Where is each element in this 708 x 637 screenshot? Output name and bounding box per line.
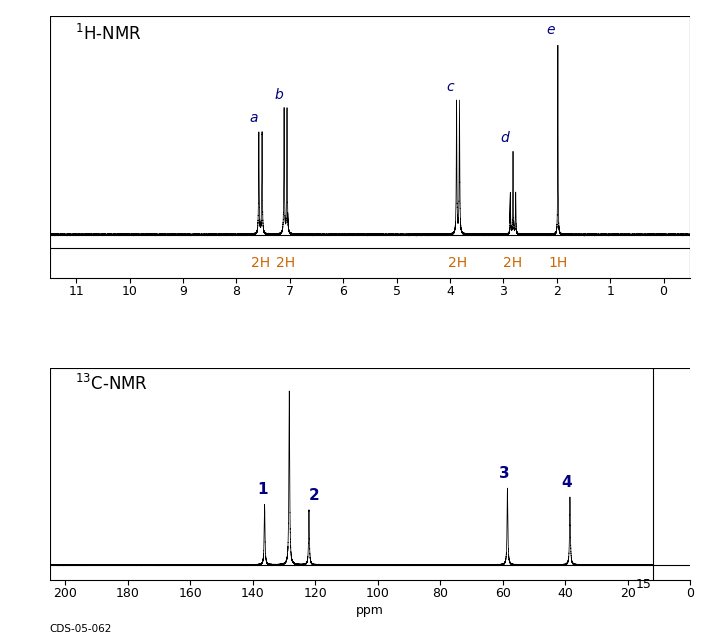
Text: 2H: 2H [276,256,295,270]
Text: b: b [274,88,283,102]
Text: 3: 3 [499,466,510,481]
Text: a: a [249,111,258,125]
Text: $^{13}$C-NMR: $^{13}$C-NMR [75,374,148,394]
Text: $^{1}$H-NMR: $^{1}$H-NMR [75,24,142,44]
Text: d: d [501,131,509,145]
Text: 15: 15 [636,578,651,591]
Text: 2: 2 [308,488,319,503]
Text: 2H: 2H [251,256,270,270]
X-axis label: ppm: ppm [356,605,384,617]
Text: 2H: 2H [448,256,467,270]
Text: c: c [447,80,455,94]
Text: CDS-05-062: CDS-05-062 [50,624,112,634]
Text: 2H: 2H [503,256,523,270]
Text: 1H: 1H [548,256,568,270]
Text: 1: 1 [258,482,268,497]
Text: 4: 4 [561,475,572,490]
Text: e: e [547,24,555,38]
